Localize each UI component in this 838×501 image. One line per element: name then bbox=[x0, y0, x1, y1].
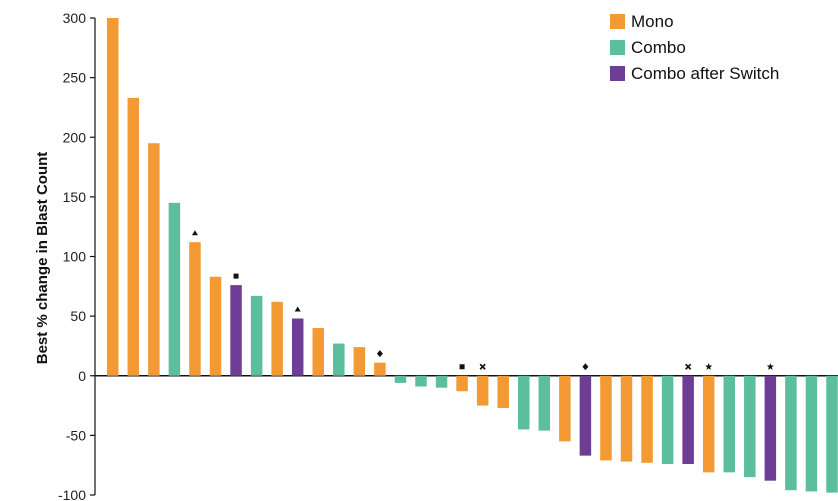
bar bbox=[415, 375, 427, 387]
legend-label: Combo after Switch bbox=[631, 64, 779, 83]
bar bbox=[209, 276, 222, 376]
legend-label: Combo bbox=[631, 38, 686, 57]
bar bbox=[600, 375, 612, 461]
bar bbox=[702, 375, 715, 473]
triangle-marker bbox=[191, 230, 198, 236]
diamond-marker bbox=[582, 363, 589, 371]
bar bbox=[764, 375, 777, 481]
cross-marker bbox=[479, 363, 486, 370]
bar bbox=[641, 375, 653, 463]
bar bbox=[497, 375, 509, 408]
bar bbox=[579, 375, 592, 456]
bar bbox=[805, 375, 818, 492]
bar bbox=[230, 285, 242, 376]
y-tick-label: 50 bbox=[70, 308, 86, 324]
bar bbox=[168, 202, 181, 376]
legend-swatch bbox=[610, 66, 625, 81]
bar bbox=[148, 143, 160, 376]
diamond-marker bbox=[376, 350, 383, 358]
bar bbox=[189, 242, 201, 376]
markers-layer bbox=[191, 230, 774, 371]
bars-layer bbox=[107, 18, 838, 493]
bar bbox=[127, 97, 140, 376]
bar bbox=[518, 375, 530, 430]
bar bbox=[744, 375, 756, 478]
legend-swatch bbox=[610, 14, 625, 29]
bar bbox=[538, 375, 551, 431]
bar bbox=[723, 375, 735, 473]
legend: Mono Combo Combo after Switch bbox=[610, 12, 779, 83]
bar bbox=[271, 301, 283, 376]
bar bbox=[456, 375, 468, 392]
bar bbox=[785, 375, 797, 491]
y-tick-label: -50 bbox=[66, 427, 86, 443]
bar bbox=[374, 362, 386, 376]
legend-label: Mono bbox=[631, 12, 674, 31]
square-marker bbox=[233, 273, 239, 279]
star-marker bbox=[705, 362, 713, 370]
bar bbox=[312, 328, 324, 376]
bar bbox=[559, 375, 571, 442]
y-tick-label: 200 bbox=[63, 129, 87, 145]
y-tick-label: 250 bbox=[63, 70, 87, 86]
bar bbox=[620, 375, 633, 462]
bar bbox=[353, 347, 366, 376]
bar bbox=[682, 375, 694, 464]
bar bbox=[661, 375, 674, 464]
triangle-marker bbox=[294, 306, 301, 312]
y-tick-label: 150 bbox=[63, 189, 87, 205]
bar bbox=[826, 375, 838, 493]
legend-swatch bbox=[610, 40, 625, 55]
square-marker bbox=[459, 364, 465, 370]
star-marker bbox=[766, 362, 774, 370]
y-tick-label: 300 bbox=[63, 10, 87, 26]
bar bbox=[291, 318, 304, 376]
y-tick-label: -100 bbox=[58, 487, 86, 501]
bar bbox=[435, 375, 448, 388]
y-tick-label: 0 bbox=[78, 368, 86, 384]
bar bbox=[476, 375, 489, 406]
bar bbox=[333, 343, 345, 376]
cross-marker bbox=[685, 363, 692, 370]
bar bbox=[394, 375, 407, 383]
y-axis-title: Best % change in Blast Count bbox=[34, 152, 51, 365]
bar bbox=[107, 18, 119, 376]
bar bbox=[250, 295, 263, 376]
y-tick-label: 100 bbox=[63, 249, 87, 265]
